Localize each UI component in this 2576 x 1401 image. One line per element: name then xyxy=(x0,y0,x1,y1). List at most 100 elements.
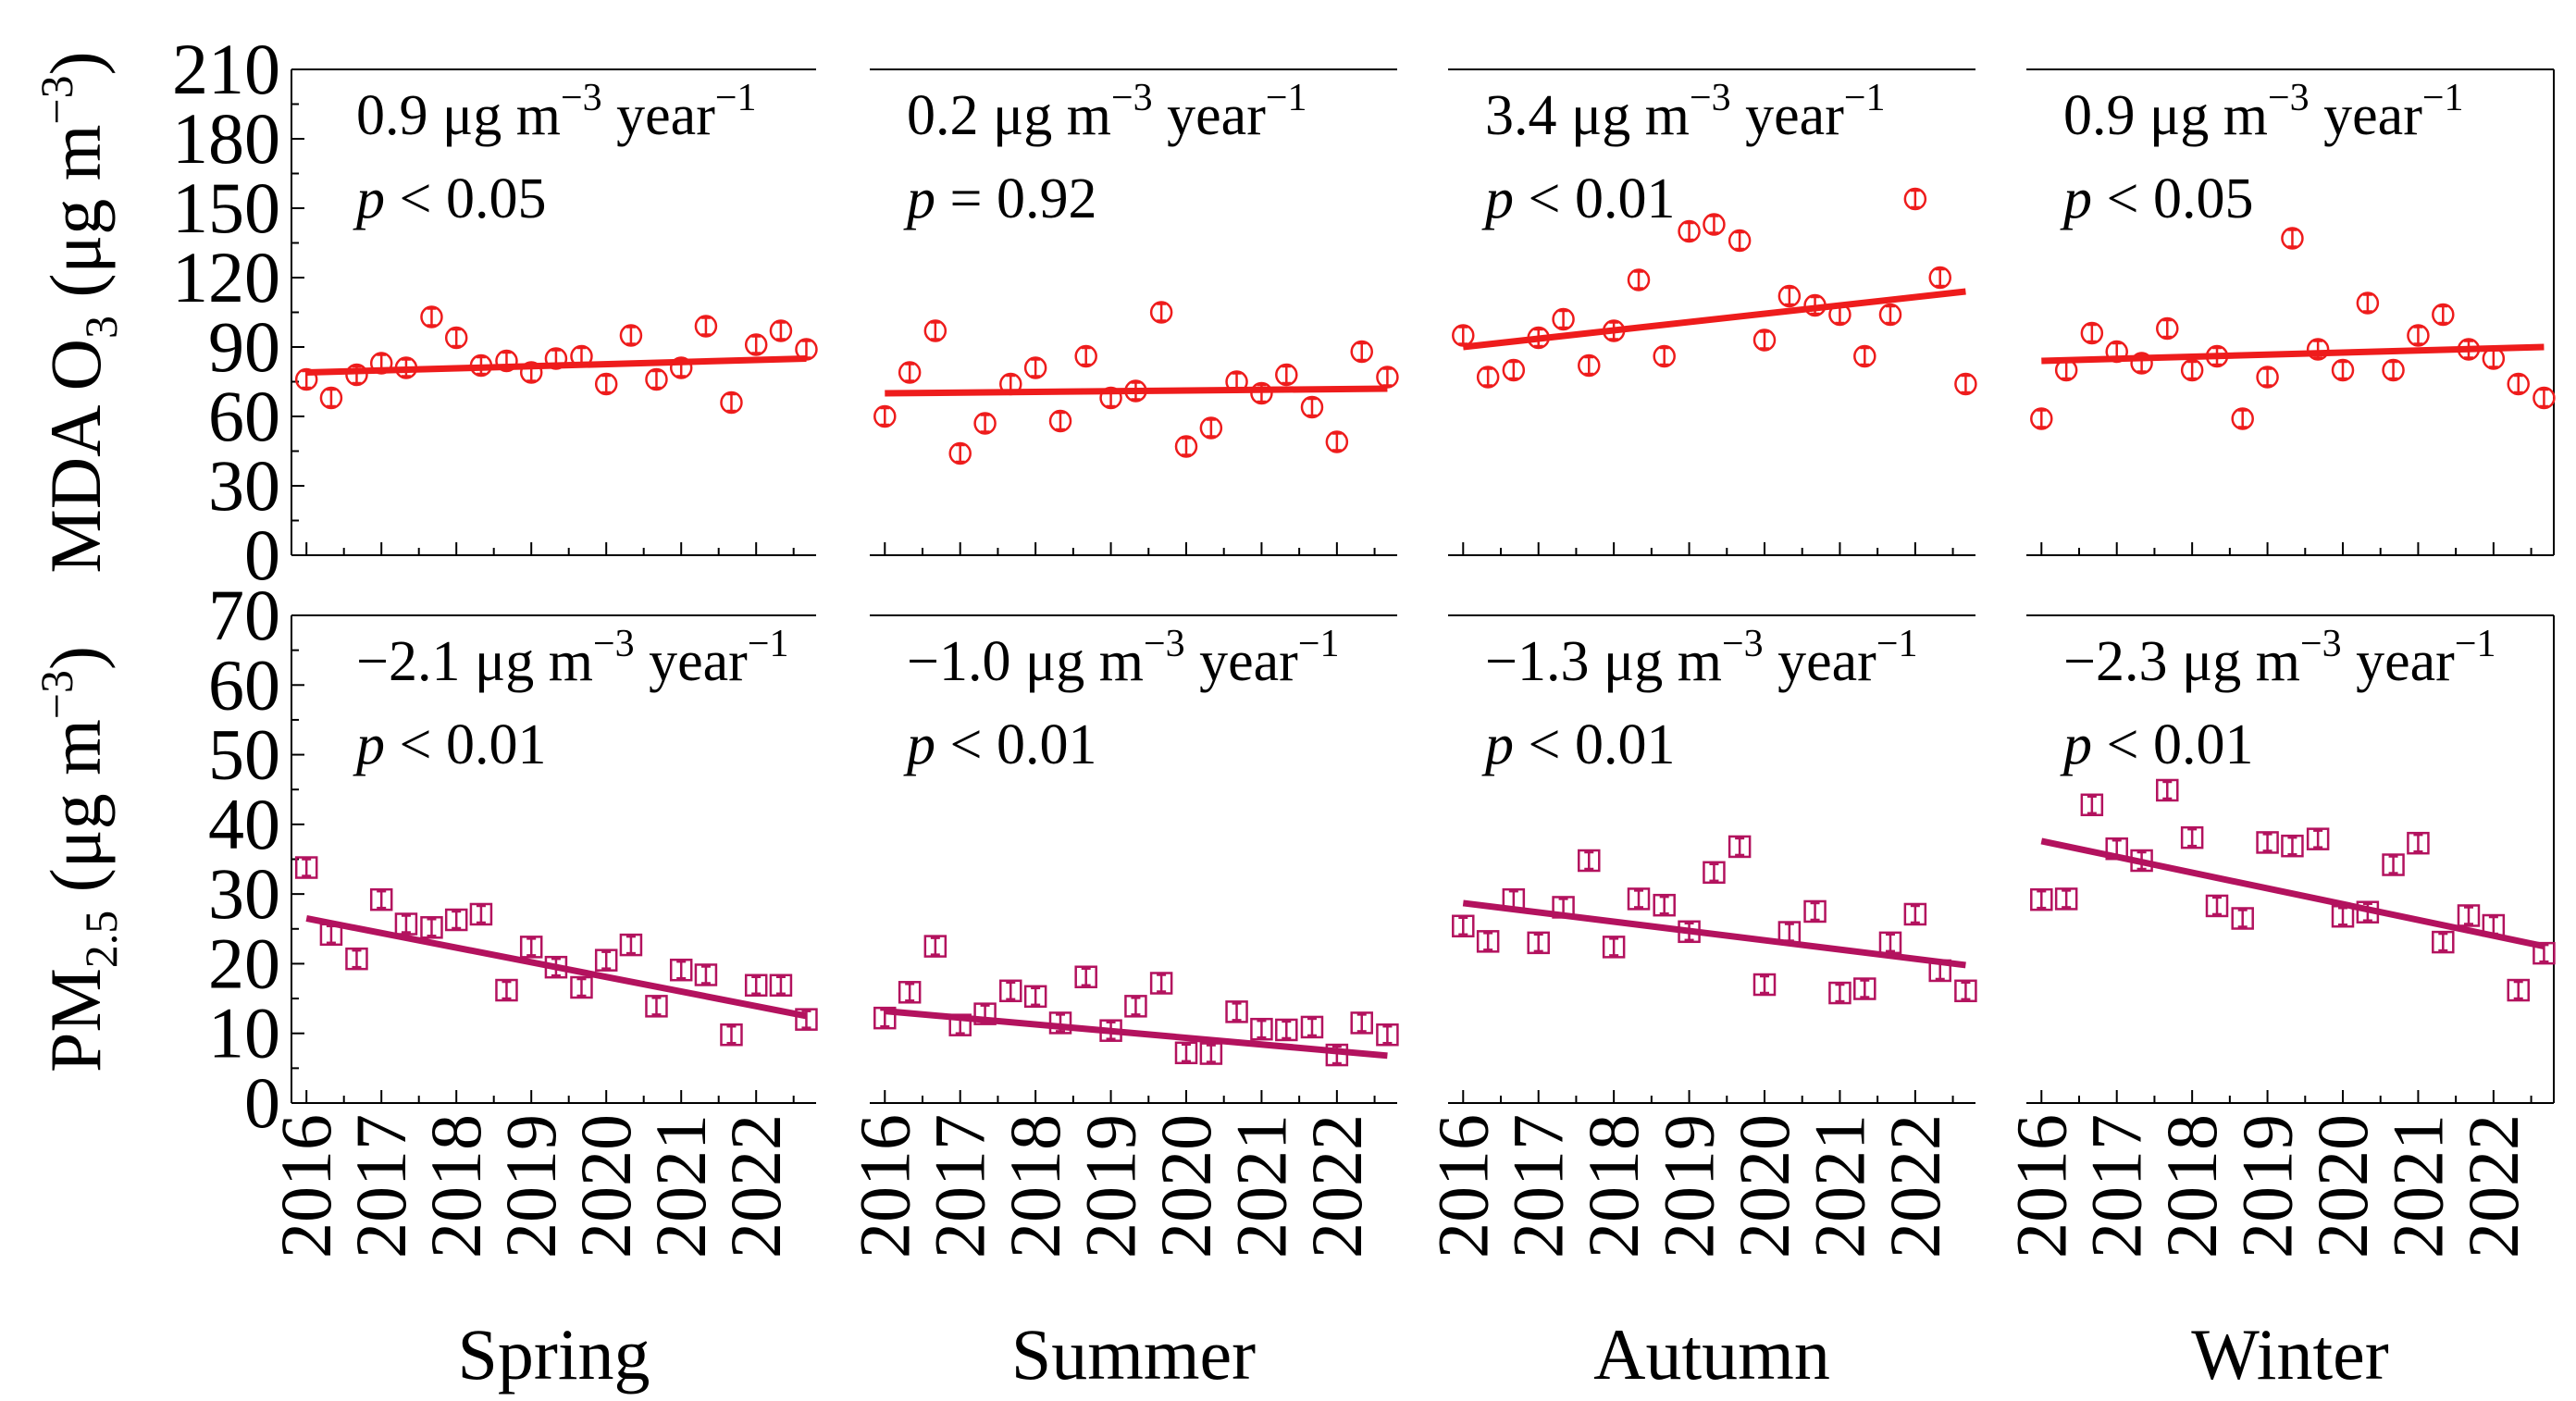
data-point xyxy=(394,912,418,936)
data-point xyxy=(1376,366,1399,389)
data-point xyxy=(1199,416,1223,440)
y-title-close: ) xyxy=(35,646,116,670)
data-point xyxy=(1099,1019,1122,1042)
trend-line xyxy=(1462,899,1966,969)
trend-rate-text: 0.9 μg m−3 year−1 xyxy=(2063,77,2464,147)
data-point xyxy=(1199,1042,1223,1065)
data-point xyxy=(1225,370,1248,393)
data-point xyxy=(1678,920,1701,944)
x-tick-label: 2016 xyxy=(1422,1114,1503,1258)
x-tick-label: 2017 xyxy=(2076,1114,2157,1258)
y-title-close: ) xyxy=(35,51,116,75)
data-point xyxy=(2482,913,2506,937)
data-point xyxy=(2256,831,2279,854)
data-point xyxy=(1777,284,1802,308)
data-point xyxy=(1300,395,1324,419)
season-label: Winter xyxy=(2191,1314,2388,1395)
data-point xyxy=(1149,301,1173,324)
x-tick-label: 2018 xyxy=(2151,1114,2232,1258)
data-point xyxy=(2331,358,2355,382)
data-point xyxy=(1803,899,1827,924)
p-value-text: p < 0.05 xyxy=(353,167,546,230)
data-point xyxy=(294,367,318,391)
data-point xyxy=(2180,825,2204,849)
trend-rate-text: −2.1 μg m−3 year−1 xyxy=(356,623,789,693)
data-point xyxy=(1250,1017,1273,1041)
y-tick-label: 20 xyxy=(208,923,280,1003)
y-title-superscript: −3 xyxy=(31,670,82,719)
data-point xyxy=(2507,978,2530,1002)
data-point xyxy=(1174,435,1198,458)
x-tick-label: 2019 xyxy=(1071,1114,1151,1258)
panel-o3-summer: 0.2 μg m−3 year−1 p = 0.92 xyxy=(870,68,1399,556)
data-point xyxy=(1527,326,1550,350)
trend-rate-text: −1.3 μg m−3 year−1 xyxy=(1485,623,1918,693)
data-point xyxy=(1250,381,1273,405)
data-point xyxy=(2457,904,2481,927)
data-point xyxy=(2281,227,2304,250)
data-point xyxy=(2231,407,2254,430)
data-point xyxy=(2030,887,2053,911)
data-point xyxy=(1653,344,1676,368)
data-point xyxy=(1903,187,1927,211)
p-value-text: p < 0.01 xyxy=(1481,167,1675,230)
data-point xyxy=(1502,887,1526,911)
data-point xyxy=(1452,914,1475,938)
p-value-text: p = 0.92 xyxy=(903,167,1096,230)
data-point xyxy=(1853,344,1876,368)
x-tick-label: 2018 xyxy=(995,1114,1075,1258)
data-point xyxy=(2080,793,2104,817)
data-point xyxy=(2054,887,2078,911)
data-point xyxy=(319,386,343,410)
y-tick-label: 60 xyxy=(208,644,280,725)
data-point xyxy=(1048,409,1072,433)
y-tick-label: 10 xyxy=(208,993,280,1073)
data-point xyxy=(1728,229,1752,253)
data-point xyxy=(1502,358,1526,382)
trend-rate-text: 3.4 μg m−3 year−1 xyxy=(1485,77,1886,147)
data-point xyxy=(1174,1041,1198,1065)
data-point xyxy=(1023,985,1047,1009)
data-point xyxy=(694,315,718,338)
data-point xyxy=(769,973,793,998)
x-tick-label: 2020 xyxy=(1724,1114,1804,1258)
data-point xyxy=(1099,386,1122,410)
data-point xyxy=(694,963,718,986)
y-title-superscript: −3 xyxy=(31,75,82,124)
x-tick-label: 2017 xyxy=(1498,1114,1579,1258)
x-tick-label: 2022 xyxy=(1296,1114,1377,1258)
data-point xyxy=(2457,338,2481,361)
trend-line xyxy=(884,1008,1388,1060)
data-point xyxy=(2130,849,2153,873)
season-label: Summer xyxy=(1011,1314,1256,1395)
data-point xyxy=(420,916,443,939)
data-point xyxy=(2382,358,2405,382)
data-point xyxy=(1552,307,1575,331)
data-point xyxy=(2205,344,2229,368)
y-axis-title: MDA O3 (μg m−3) xyxy=(31,51,127,573)
data-point xyxy=(1350,1011,1373,1035)
data-point xyxy=(369,887,393,911)
data-point xyxy=(2382,853,2405,876)
data-point xyxy=(1653,893,1676,917)
data-point xyxy=(2533,386,2556,410)
data-point xyxy=(570,344,593,368)
p-value-text: p < 0.01 xyxy=(353,713,546,776)
data-point xyxy=(394,356,418,379)
data-point xyxy=(1627,268,1651,291)
y-title-subscript: 3 xyxy=(75,316,127,339)
data-point xyxy=(1225,1000,1248,1023)
data-point xyxy=(2407,831,2430,855)
data-point xyxy=(1602,936,1626,959)
data-point xyxy=(2533,941,2556,965)
trend-rate-text: −2.3 μg m−3 year−1 xyxy=(2063,623,2496,693)
x-tick-label: 2016 xyxy=(2000,1114,2081,1258)
p-value-text: p < 0.01 xyxy=(1481,713,1675,776)
x-tick-label: 2021 xyxy=(1799,1114,1879,1258)
y-tick-label: 150 xyxy=(172,167,280,248)
data-point xyxy=(2281,834,2304,858)
x-tick-label: 2016 xyxy=(844,1114,924,1258)
data-point xyxy=(1828,981,1852,1005)
